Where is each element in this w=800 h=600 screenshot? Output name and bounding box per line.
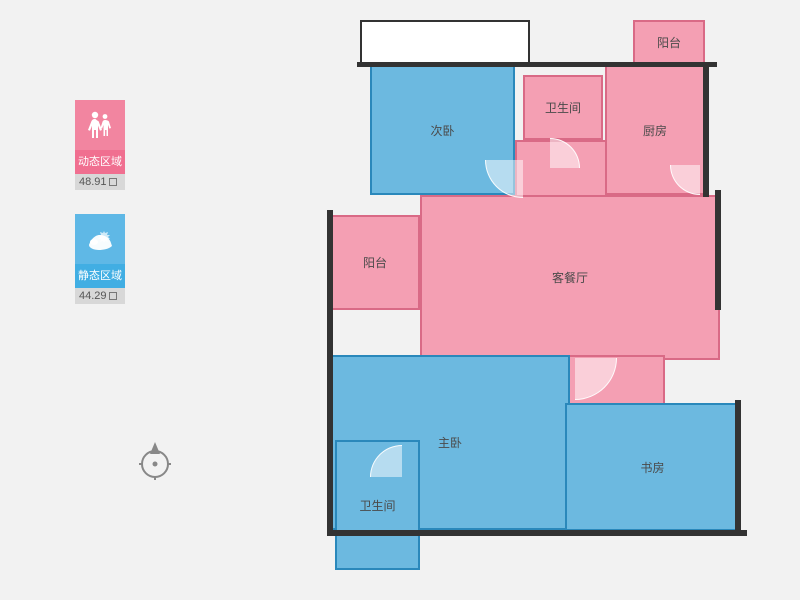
room-label-bathroom-2: 卫生间 [359,497,395,514]
room-living-dining: 客餐厅 [420,195,720,360]
room-label-secondary-bedroom: 次卧 [430,122,454,139]
legend-static: 静态区域 44.29 [75,214,135,304]
room-bathroom-1: 卫生间 [523,75,603,140]
legend-dynamic: 动态区域 48.91 [75,100,135,190]
room-label-living-dining: 客餐厅 [552,269,588,286]
room-label-balcony-left: 阳台 [363,254,387,271]
wall-segment-4 [715,190,721,310]
room-label-balcony-top-right: 阳台 [657,34,681,51]
legend-static-label: 静态区域 [75,264,125,288]
room-balcony-left: 阳台 [330,215,420,310]
sqm-unit-icon [109,178,117,186]
legend-static-value-number: 44.29 [79,290,107,302]
legend-dynamic-value-number: 48.91 [79,176,107,188]
legend-dynamic-value: 48.91 [75,174,125,190]
wall-segment-0 [357,62,717,67]
people-icon [75,100,125,150]
room-label-study: 书房 [640,459,664,476]
legend: 动态区域 48.91 静态区域 44.29 [75,100,135,328]
room-study: 书房 [565,403,740,531]
room-balcony-top-right: 阳台 [633,20,705,65]
wall-segment-1 [327,210,333,535]
wall-segment-3 [735,400,741,535]
sqm-unit-icon [109,292,117,300]
legend-dynamic-label: 动态区域 [75,150,125,174]
sleep-icon [75,214,125,264]
floor-plan: 阳台次卧卫生间厨房阳台客餐厅主卧卫生间书房 [275,20,765,590]
room-label-master-bedroom: 主卧 [438,434,462,451]
legend-static-value: 44.29 [75,288,125,304]
wall-segment-2 [327,530,747,536]
wall-segment-5 [703,62,709,197]
compass-icon [135,440,175,480]
room-balcony-top-left [360,20,530,65]
room-label-bathroom-1: 卫生间 [545,99,581,116]
room-label-kitchen: 厨房 [643,122,667,139]
